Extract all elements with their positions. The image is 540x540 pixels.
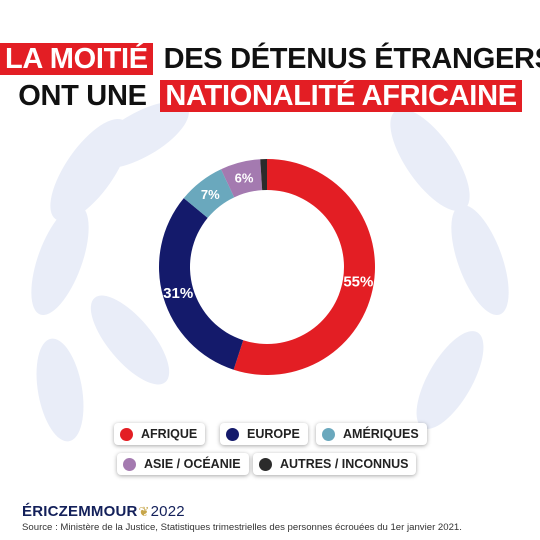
legend-label-autres: AUTRES / INCONNUS [280,457,409,471]
title-text-2: ONT UNE [18,80,147,112]
legend-label-europe: EUROPE [247,427,300,441]
legend-dot-asie-oceanie [123,457,136,471]
brand-year: 2022 [150,503,185,520]
donut-slice-autres-inconnus [260,159,267,191]
legend-item-europe: EUROPE [220,423,308,445]
brand-logo: ÉRICZEMMOUR❦2022 [22,503,185,520]
legend-label-ameriques: AMÉRIQUES [343,427,419,441]
legend-label-afrique: AFRIQUE [141,427,198,441]
legend-dot-europe [226,427,239,441]
brand-name-part-1: ÉRIC [22,503,59,520]
olive-sprig-icon: ❦ [138,504,150,519]
title-highlight-2: NATIONALITÉ AFRICAINE [160,80,522,112]
legend-item-asie-oceanie: ASIE / OCÉANIE [117,453,249,475]
donut-value-label: 31% [163,285,193,302]
legend-dot-autres [259,457,272,471]
title-highlight-1: LA MOITIÉ [0,43,153,75]
legend-item-afrique: AFRIQUE [114,423,206,445]
brand-name-part-2: ZEMMOUR [58,503,138,520]
donut-value-label: 55% [343,273,373,290]
donut-value-label: 6% [235,170,254,185]
donut-value-label: 7% [201,187,220,202]
donut-slice-asie-oc-anie [221,159,263,198]
donut-slice-am-riques [183,169,235,218]
legend-item-autres: AUTRES / INCONNUS [253,453,417,475]
title-line-2: ONT UNE NATIONALITÉ AFRICAINE [0,79,540,113]
title-text-1: DES DÉTENUS ÉTRANGERS [163,43,540,75]
title-line-1: LA MOITIÉ DES DÉTENUS ÉTRANGERS [0,42,540,76]
legend-item-ameriques: AMÉRIQUES [316,423,427,445]
donut-slice-europe [159,198,244,370]
legend-dot-ameriques [322,427,335,441]
legend-label-asie-oceanie: ASIE / OCÉANIE [144,457,241,471]
legend-dot-afrique [120,427,133,441]
source-note: Source : Ministère de la Justice, Statis… [22,522,462,533]
donut-slice-afrique [233,159,375,375]
